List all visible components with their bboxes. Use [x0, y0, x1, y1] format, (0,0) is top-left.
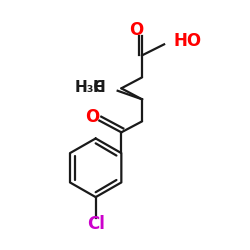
Text: O: O [85, 108, 99, 126]
Text: Cl: Cl [87, 215, 104, 233]
Text: H: H [93, 80, 106, 95]
Text: HO: HO [174, 32, 202, 50]
Text: H₃C: H₃C [75, 80, 106, 95]
Text: O: O [130, 21, 144, 39]
